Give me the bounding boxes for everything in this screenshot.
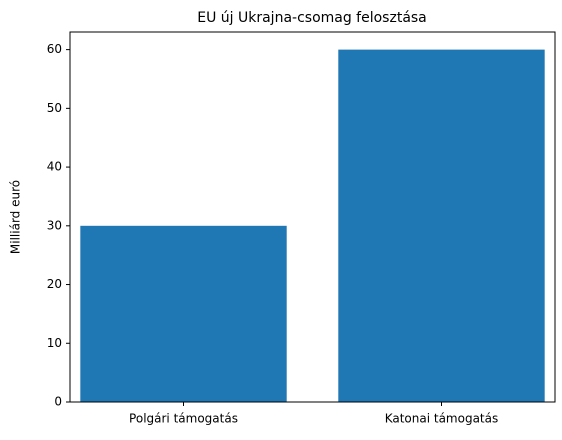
y-tick-label: 50 (47, 101, 62, 115)
x-tick-label: Katonai támogatás (385, 412, 499, 426)
y-axis-label: Milliárd euró (9, 180, 23, 254)
y-tick-label: 10 (47, 336, 62, 350)
y-tick-label: 40 (47, 160, 62, 174)
bar (338, 49, 545, 402)
chart-title: EU új Ukrajna-csomag felosztása (197, 10, 427, 26)
bar (80, 225, 287, 402)
y-tick-label: 20 (47, 277, 62, 291)
x-tick-label: Polgári támogatás (129, 412, 238, 426)
y-tick-label: 0 (54, 395, 62, 409)
y-tick-label: 60 (47, 42, 62, 56)
y-tick-label: 30 (47, 218, 62, 232)
plot-frame (69, 31, 556, 403)
